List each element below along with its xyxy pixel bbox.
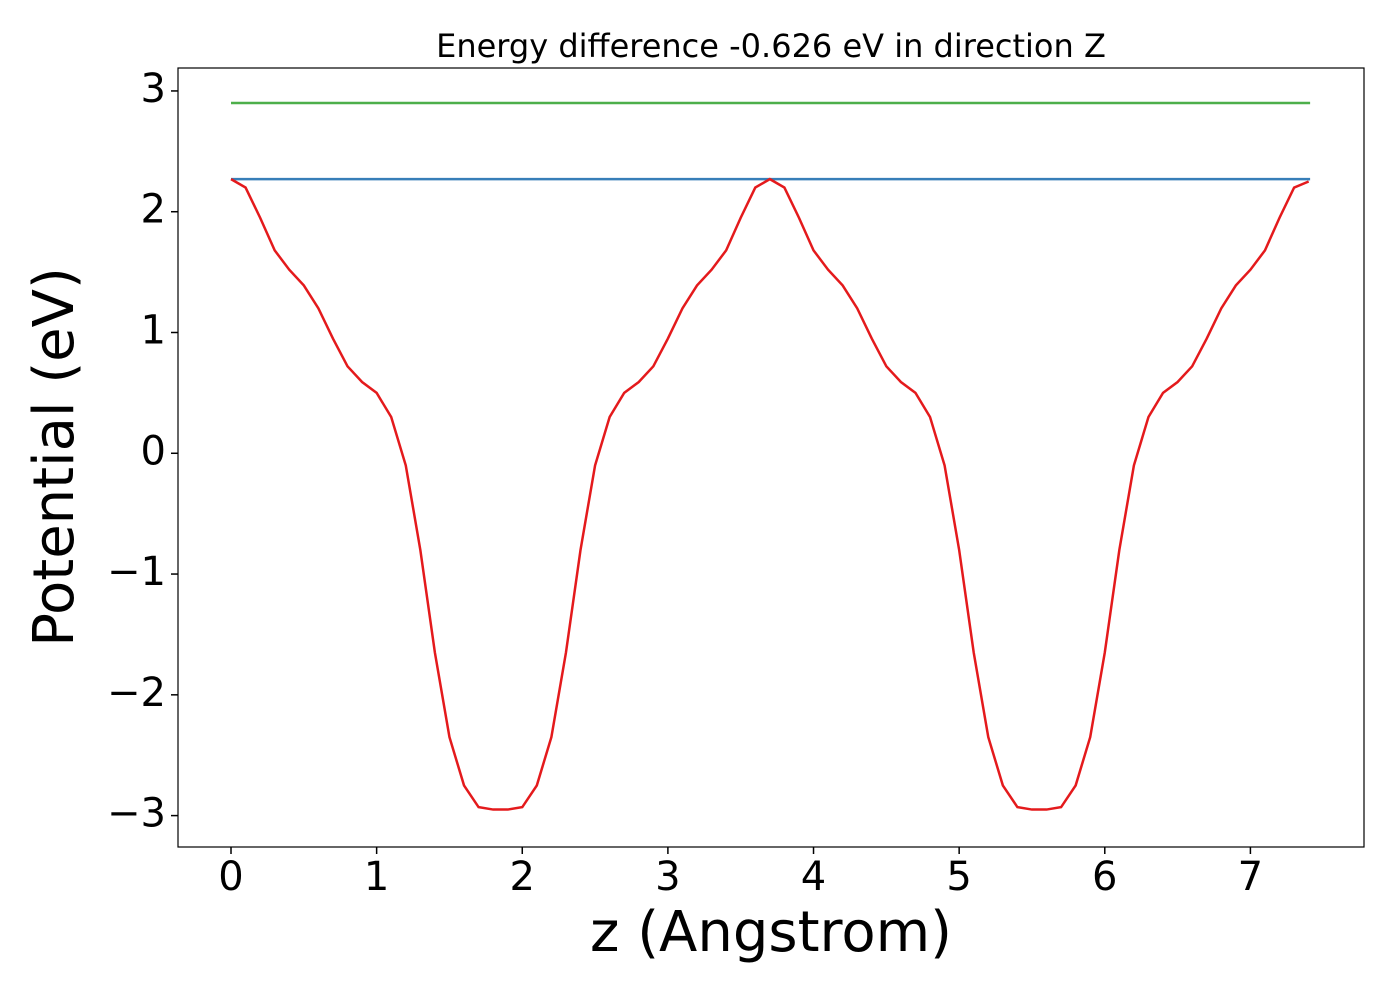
- x-tick-label: 6: [1092, 854, 1117, 900]
- chart-title: Energy difference -0.626 eV in direction…: [436, 27, 1106, 65]
- x-tick-label: 5: [946, 854, 971, 900]
- x-tick-label: 3: [655, 854, 680, 900]
- y-axis-label: Potential (eV): [22, 267, 87, 647]
- x-tick-label: 4: [801, 854, 826, 900]
- y-tick-label: −2: [107, 670, 166, 716]
- y-tick-label: 0: [141, 428, 166, 474]
- x-tick-label: 1: [364, 854, 389, 900]
- y-tick-label: −1: [107, 549, 166, 595]
- x-tick-label: 7: [1238, 854, 1263, 900]
- x-tick-label: 0: [218, 854, 243, 900]
- plot-frame: [177, 67, 1365, 848]
- x-axis-label: z (Angstrom): [590, 900, 952, 965]
- x-tick-label: 2: [510, 854, 535, 900]
- y-tick-label: 3: [141, 66, 166, 112]
- data-line: [230, 177, 1310, 811]
- y-tick-label: −3: [107, 791, 166, 837]
- y-tick-label: 2: [141, 187, 166, 233]
- y-tick-label: 1: [141, 307, 166, 353]
